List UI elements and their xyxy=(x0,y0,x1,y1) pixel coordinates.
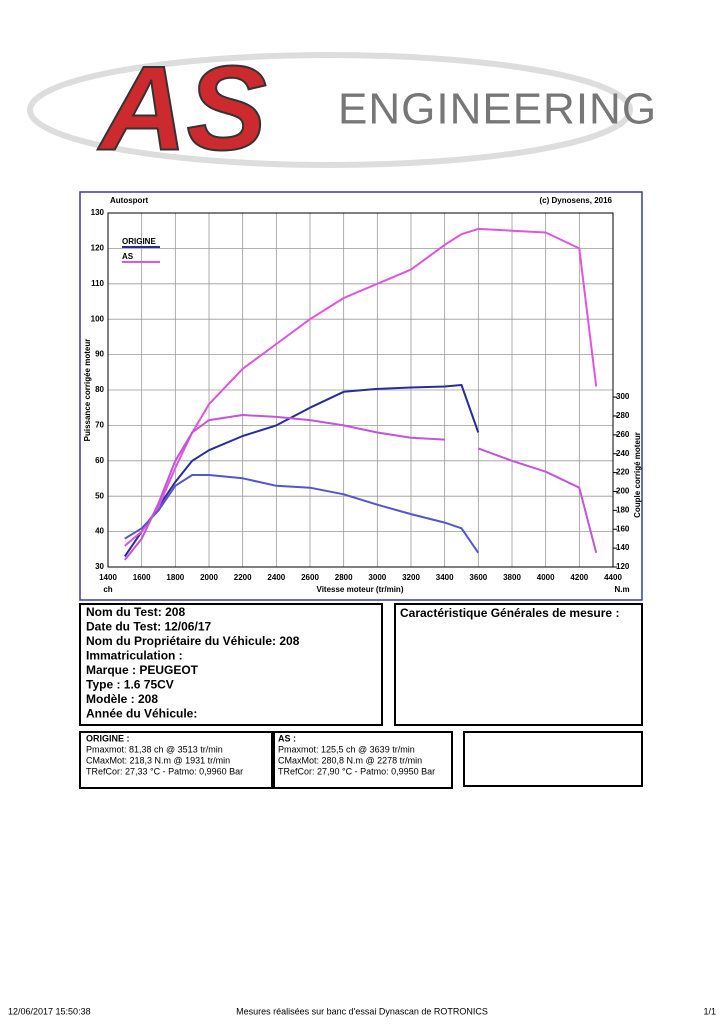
y-tick-label: 30 xyxy=(95,562,104,571)
test-info-box xyxy=(79,603,383,726)
y-tick-label: 40 xyxy=(95,527,104,536)
series-line xyxy=(124,414,598,561)
chart-frame xyxy=(79,191,643,601)
y-tick-label: 120 xyxy=(91,244,105,253)
result-title: AS : xyxy=(278,733,296,743)
legend-label: AS xyxy=(122,252,134,261)
x-tick-label: 3600 xyxy=(469,573,487,582)
footer-center: Mesures réalisées sur banc d'essai Dynas… xyxy=(236,1006,488,1016)
y2-tick-label: 200 xyxy=(616,487,630,496)
x-tick-label: 4000 xyxy=(537,573,555,582)
y-tick-label: 60 xyxy=(95,456,104,465)
y2-unit: N.m xyxy=(614,585,629,594)
x-tick-label: 4400 xyxy=(604,573,622,582)
x-tick-label: 2200 xyxy=(234,573,252,582)
logo-mark: AS xyxy=(97,42,267,176)
series-line xyxy=(124,227,598,547)
footer-left: 12/06/2017 15:50:38 xyxy=(8,1006,91,1016)
y-tick-label: 70 xyxy=(95,421,104,430)
result-box xyxy=(79,731,273,789)
chart-header-left: Autosport xyxy=(110,196,149,205)
plot-frame xyxy=(107,212,614,568)
y2-tick-label: 220 xyxy=(616,468,630,477)
y2-tick-label: 300 xyxy=(616,392,630,401)
test-info-line: Modèle : 208 xyxy=(86,692,158,706)
test-info-line: Immatriculation : xyxy=(86,649,183,663)
y2-tick-label: 120 xyxy=(616,562,630,571)
series-line xyxy=(123,384,480,557)
logo-text: ENGINEERING xyxy=(338,85,657,134)
result-line: CMaxMot: 280,8 N.m @ 2278 tr/min xyxy=(278,755,422,765)
x-tick-label: 1400 xyxy=(99,573,117,582)
test-info-line: Marque : PEUGEOT xyxy=(86,663,199,677)
legend-label: ORIGINE xyxy=(122,237,156,246)
footer-right: 1/1 xyxy=(703,1006,716,1016)
y-tick-label: 90 xyxy=(95,350,104,359)
x-tick-label: 4200 xyxy=(570,573,588,582)
x-tick-label: 2000 xyxy=(200,573,218,582)
result-line: CMaxMot: 218,3 N.m @ 1931 tr/min xyxy=(86,755,230,765)
result-line: TRefCor: 27,33 °C - Patmo: 0,9960 Bar xyxy=(86,766,243,776)
x-tick-label: 2600 xyxy=(301,573,319,582)
y2-tick-label: 240 xyxy=(616,449,630,458)
series-line xyxy=(124,474,480,554)
x-tick-label: 2400 xyxy=(267,573,285,582)
y2-axis-label: Couple corrigé moteur xyxy=(633,432,642,518)
x-tick-label: 1600 xyxy=(133,573,151,582)
x-tick-label: 1800 xyxy=(166,573,184,582)
result-line: TRefCor: 27,90 °C - Patmo: 0,9950 Bar xyxy=(278,766,435,776)
y-tick-label: 110 xyxy=(91,279,104,288)
x-axis-label: Vitesse moteur (tr/min) xyxy=(317,585,404,594)
result-title: ORIGINE : xyxy=(86,733,130,743)
y2-tick-label: 160 xyxy=(616,524,630,533)
result-line: Pmaxmot: 125,5 ch @ 3639 tr/min xyxy=(278,744,415,754)
y2-tick-label: 260 xyxy=(616,430,630,439)
x-tick-label: 3400 xyxy=(436,573,454,582)
test-info-line: Type : 1.6 75CV xyxy=(86,678,174,692)
test-info-line: Nom du Test: 208 xyxy=(86,605,185,619)
x-tick-label: 3000 xyxy=(368,573,386,582)
y2-tick-label: 280 xyxy=(616,411,630,420)
logo-swoosh xyxy=(27,52,633,168)
y-tick-label: 50 xyxy=(95,491,104,500)
empty-box xyxy=(463,731,643,787)
y-unit: ch xyxy=(103,585,112,594)
test-info-line: Date du Test: 12/06/17 xyxy=(86,620,211,634)
y-tick-label: 130 xyxy=(91,208,105,217)
x-tick-label: 3800 xyxy=(503,573,521,582)
general-box xyxy=(394,603,643,726)
y2-tick-label: 180 xyxy=(616,505,630,514)
x-tick-label: 2800 xyxy=(335,573,353,582)
result-line: Pmaxmot: 81,38 ch @ 3513 tr/min xyxy=(86,744,223,754)
y-tick-label: 100 xyxy=(91,314,105,323)
test-info-line: Année du Véhicule: xyxy=(86,707,197,721)
chart-header-right: (c) Dynosens, 2016 xyxy=(540,196,613,205)
x-tick-label: 3200 xyxy=(402,573,420,582)
result-box xyxy=(273,731,453,789)
general-title: Caractéristique Générales de mesure : xyxy=(400,606,619,620)
y2-tick-label: 140 xyxy=(616,543,630,552)
y-axis-label: Puissance corrigée moteur xyxy=(83,339,92,442)
test-info-line: Nom du Propriétaire du Véhicule: 208 xyxy=(86,634,300,648)
y-tick-label: 80 xyxy=(95,385,104,394)
